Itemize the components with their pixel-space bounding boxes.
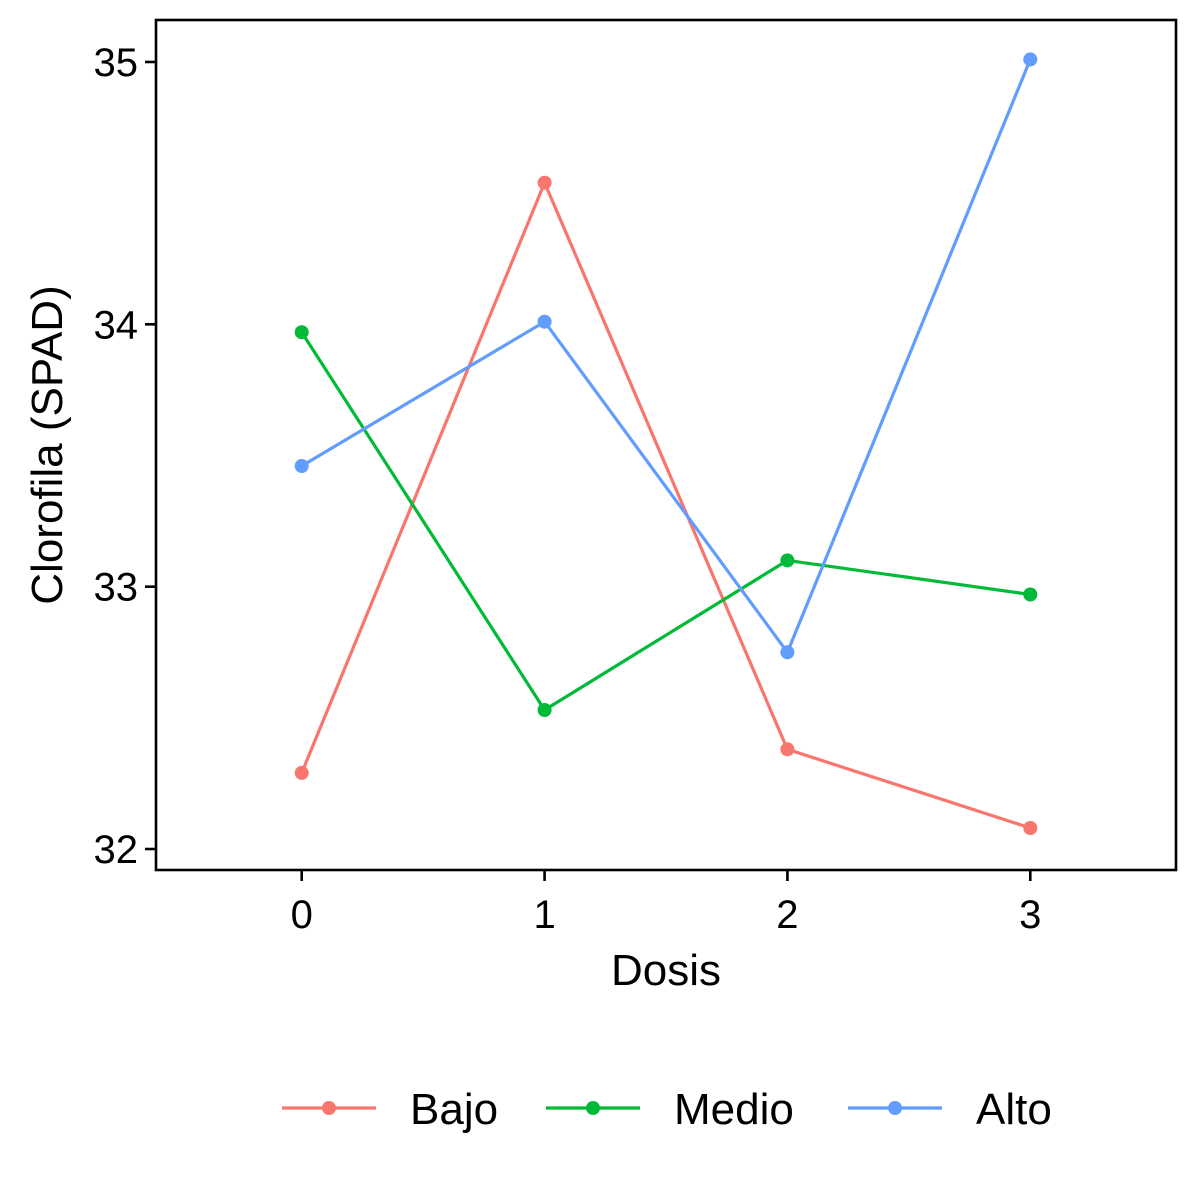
legend: Bajo Medio Alto <box>282 1085 1052 1134</box>
data-point-medio-0 <box>294 325 309 340</box>
legend-label: Bajo <box>410 1085 498 1134</box>
series-medio <box>294 325 1038 717</box>
legend-label: Alto <box>976 1085 1052 1134</box>
series-line-bajo <box>300 181 1031 830</box>
x-tick-label: 1 <box>533 893 555 937</box>
x-tick-label: 3 <box>1019 893 1041 937</box>
series-line-alto <box>300 58 1032 654</box>
y-tick-label: 35 <box>94 41 139 85</box>
data-point-alto-3 <box>1023 52 1038 67</box>
data-point-bajo-2 <box>780 742 795 757</box>
legend-item-bajo: Bajo <box>282 1085 498 1134</box>
data-point-medio-2 <box>780 553 795 568</box>
legend-item-alto: Alto <box>848 1085 1052 1134</box>
legend-key-point <box>888 1101 902 1115</box>
series-bajo <box>294 175 1038 835</box>
data-point-medio-1 <box>537 703 552 717</box>
panel-border <box>154 18 1178 872</box>
legend-label: Medio <box>674 1085 794 1134</box>
y-tick-label: 34 <box>94 303 139 347</box>
data-point-medio-3 <box>1023 587 1038 602</box>
data-point-bajo-0 <box>294 765 309 780</box>
series-layer <box>294 52 1038 835</box>
legend-key-point <box>586 1101 600 1115</box>
y-axis-title: Clorofila (SPAD) <box>23 285 72 604</box>
data-point-alto-2 <box>780 645 795 660</box>
x-tick-label: 2 <box>776 893 798 937</box>
y-tick-label: 33 <box>94 566 139 610</box>
data-point-bajo-3 <box>1023 821 1038 835</box>
series-line-medio <box>300 331 1031 712</box>
data-point-bajo-1 <box>537 175 552 190</box>
y-axis: 32 33 34 35 <box>94 41 156 872</box>
data-point-alto-1 <box>537 314 552 329</box>
x-axis: 0 1 2 3 <box>291 870 1041 937</box>
legend-key-point <box>322 1101 336 1115</box>
x-tick-label: 0 <box>291 893 313 937</box>
legend-item-medio: Medio <box>546 1085 794 1134</box>
y-tick-label: 32 <box>94 828 139 872</box>
series-alto <box>294 52 1038 660</box>
x-axis-title: Dosis <box>611 946 721 995</box>
data-point-alto-0 <box>294 459 309 473</box>
